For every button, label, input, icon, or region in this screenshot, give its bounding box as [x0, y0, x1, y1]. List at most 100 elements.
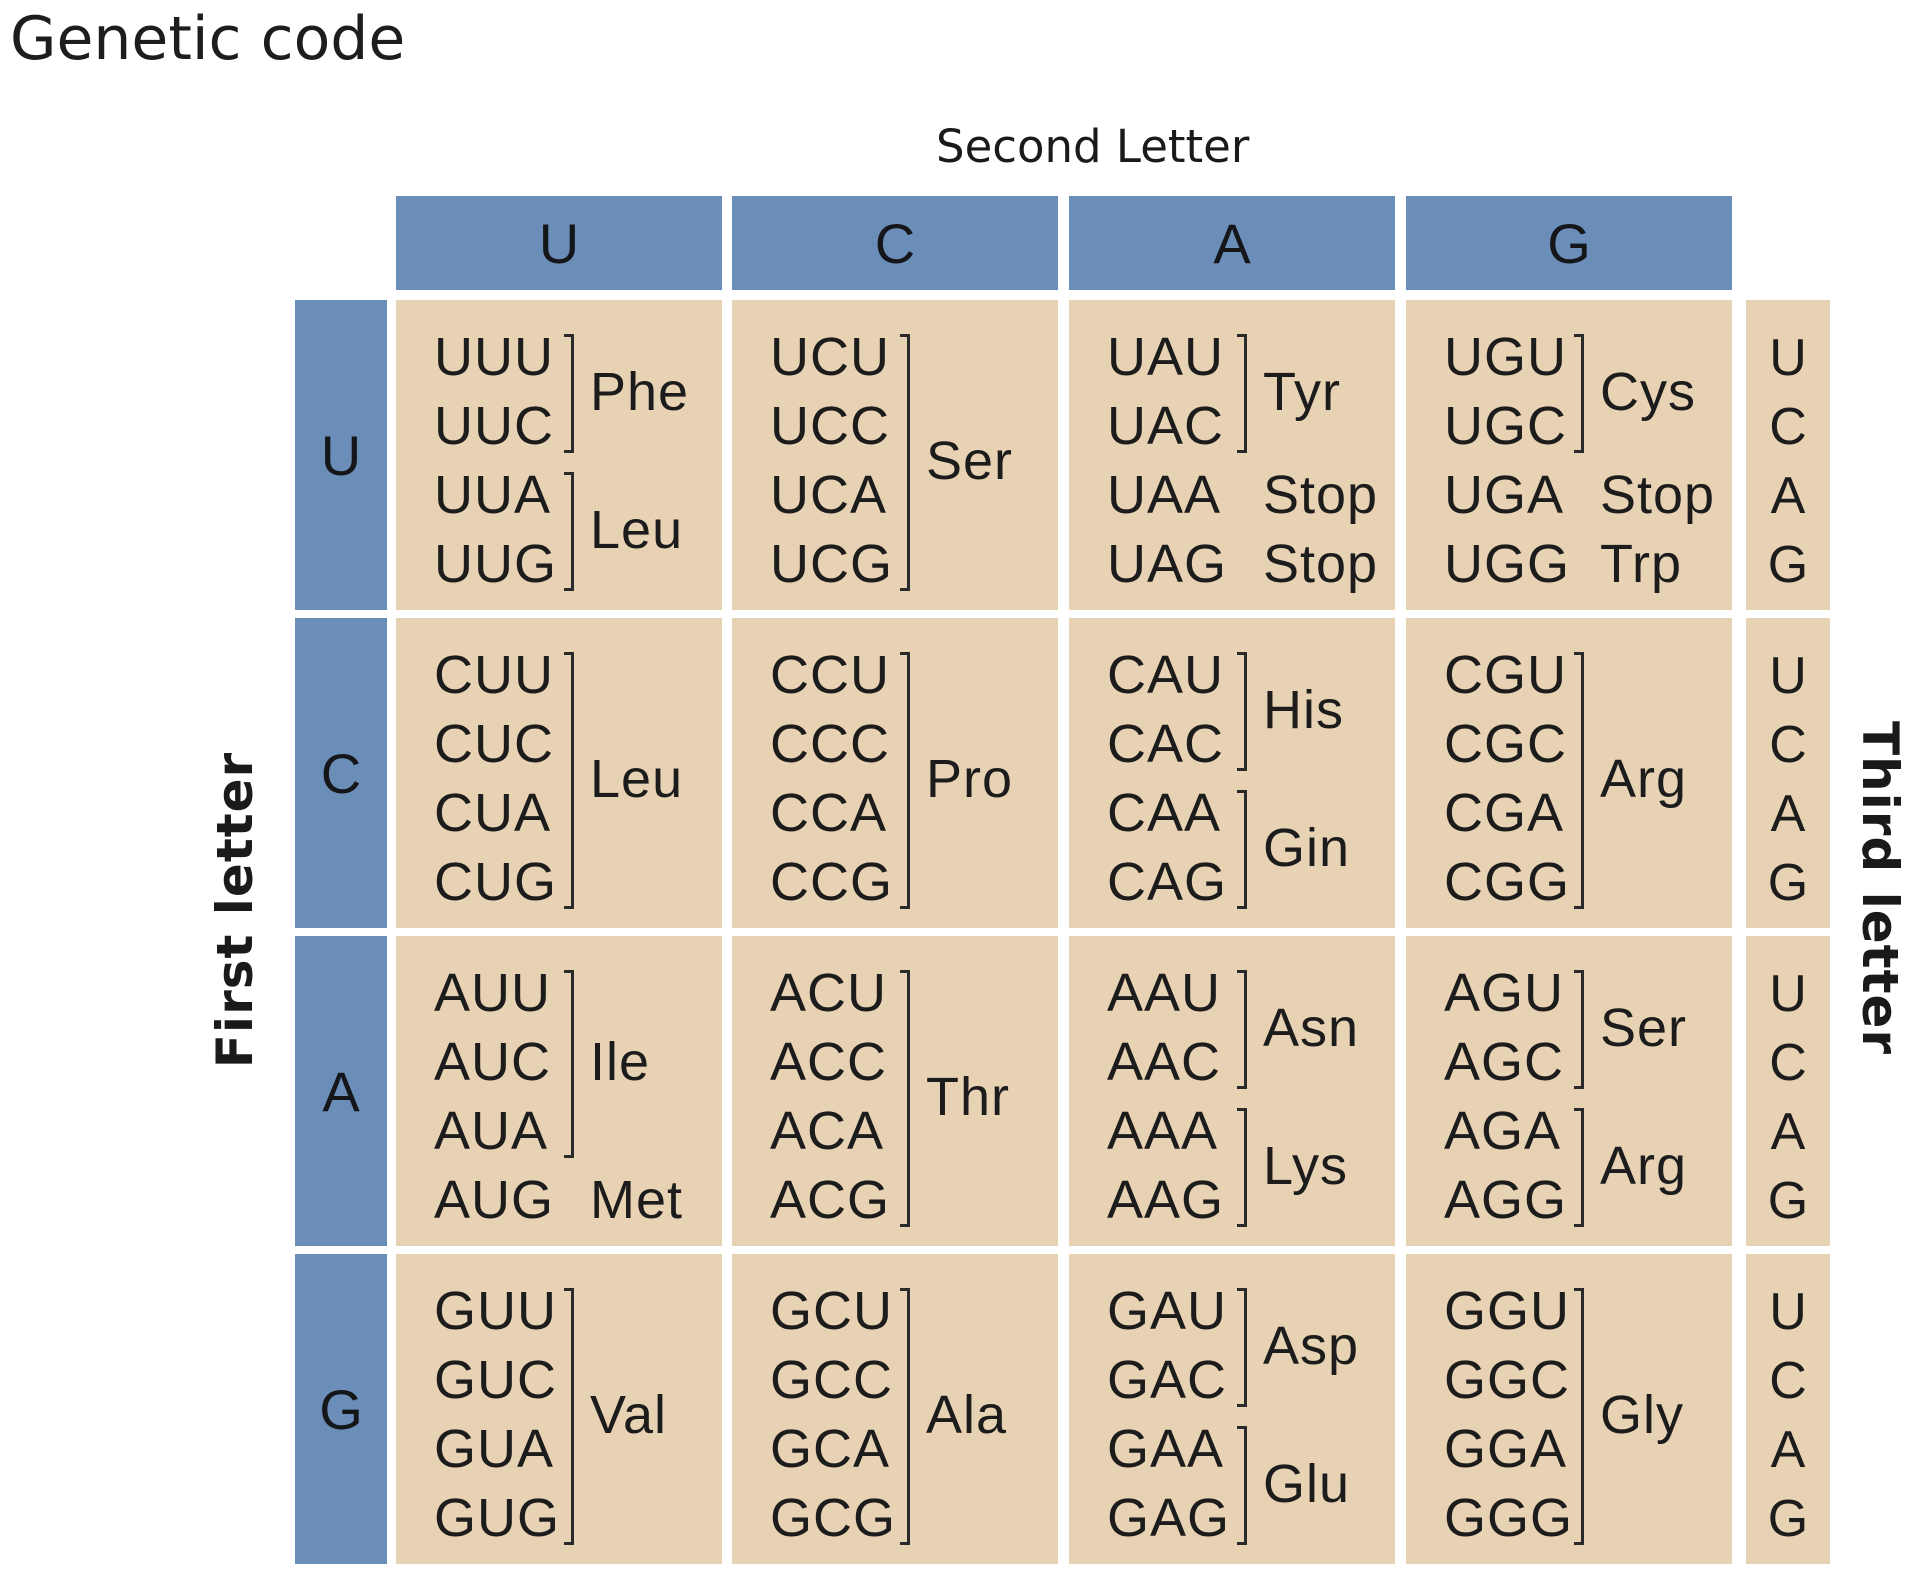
- codon-guu: GUU: [434, 1281, 557, 1341]
- codon-cell: CAU CAC CAA CAG His Gin: [1069, 618, 1395, 928]
- codon-gag: GAG: [1107, 1488, 1231, 1548]
- amino-acid-leu: Leu: [590, 748, 684, 809]
- bracket: [564, 652, 574, 909]
- amino-acid-ala: Ala: [926, 1384, 1008, 1445]
- codon-cua: CUA: [434, 783, 552, 843]
- codon-agu: AGU: [1444, 963, 1565, 1023]
- codon-uau: UAU: [1107, 327, 1225, 387]
- second-letter-label: Second Letter: [936, 120, 1250, 173]
- bracket: [900, 652, 910, 909]
- amino-acid-ile: Ile: [590, 1032, 651, 1092]
- codon-guc: GUC: [434, 1350, 557, 1410]
- second-letter-header-u: U: [396, 196, 722, 290]
- codon-uga: UGA: [1444, 465, 1565, 525]
- third-letter-u: U: [1769, 329, 1807, 387]
- amino-acid-trp: Trp: [1600, 534, 1682, 594]
- bracket: [1574, 1108, 1584, 1227]
- codon-ucg: UCG: [770, 534, 893, 594]
- codon-acg: ACG: [770, 1170, 891, 1230]
- amino-acid-phe: Phe: [590, 361, 690, 422]
- codon-cca: CCA: [770, 783, 888, 843]
- amino-acid-ser: Ser: [1600, 997, 1688, 1058]
- codon-cell: UAU UAC UAA UAG Tyr Stop Stop: [1069, 300, 1395, 610]
- codon-gaa: GAA: [1107, 1419, 1225, 1479]
- bracket: [1237, 970, 1247, 1089]
- first-letter-header-u: U: [295, 300, 387, 610]
- codon-ccg: CCG: [770, 852, 893, 912]
- third-letter-label: Third letter: [1851, 720, 1909, 1056]
- amino-acid-asn: Asn: [1263, 997, 1360, 1058]
- codon-cell: CGU CGC CGA CGG Arg: [1406, 618, 1732, 928]
- bracket: [564, 472, 574, 591]
- codon-acu: ACU: [770, 963, 888, 1023]
- codon-uaa: UAA: [1107, 465, 1222, 525]
- first-letter-header-c: C: [295, 618, 387, 928]
- bracket: [1574, 334, 1584, 453]
- codon-cell: UUU UUC UUA UUG Phe Leu: [396, 300, 722, 610]
- codon-gug: GUG: [434, 1488, 561, 1548]
- amino-acid-stop: Stop: [1263, 465, 1379, 525]
- third-letter-u: U: [1769, 647, 1807, 705]
- codon-cell: GAU GAC GAA GAG Asp Glu: [1069, 1254, 1395, 1564]
- codon-cell: GUU GUC GUA GUG Val: [396, 1254, 722, 1564]
- codon-gga: GGA: [1444, 1419, 1568, 1479]
- codon-cell: AAU AAC AAA AAG Asn Lys: [1069, 936, 1395, 1246]
- codon-cell: GGU GGC GGA GGG Gly: [1406, 1254, 1732, 1564]
- bracket: [1237, 1108, 1247, 1227]
- codon-cell: CUU CUC CUA CUG Leu: [396, 618, 722, 928]
- page-title: Genetic code: [10, 4, 406, 74]
- codon-uuu: UUU: [434, 327, 554, 387]
- codon-uac: UAC: [1107, 396, 1225, 456]
- codon-cgu: CGU: [1444, 645, 1567, 705]
- amino-acid-arg: Arg: [1600, 748, 1688, 809]
- codon-uuc: UUC: [434, 396, 554, 456]
- codon-aga: AGA: [1444, 1101, 1562, 1161]
- bracket: [900, 1288, 910, 1545]
- codon-aag: AAG: [1107, 1170, 1225, 1230]
- codon-ucu: UCU: [770, 327, 890, 387]
- third-letter-c: C: [1769, 716, 1807, 774]
- bracket: [900, 334, 910, 591]
- codon-uug: UUG: [434, 534, 557, 594]
- codon-gcc: GCC: [770, 1350, 893, 1410]
- codon-gua: GUA: [434, 1419, 555, 1479]
- third-letter-g: G: [1767, 854, 1809, 912]
- codon-ucc: UCC: [770, 396, 890, 456]
- bracket: [564, 334, 574, 453]
- codon-cga: CGA: [1444, 783, 1565, 843]
- amino-acid-asp: Asp: [1263, 1315, 1360, 1376]
- bracket: [564, 970, 574, 1158]
- codon-cell: AUU AUC AUA AUG Ile Met: [396, 936, 722, 1246]
- codon-uag: UAG: [1107, 534, 1228, 594]
- bracket: [1237, 1426, 1247, 1545]
- bracket: [1237, 652, 1247, 771]
- codon-caa: CAA: [1107, 783, 1222, 843]
- codon-cug: CUG: [434, 852, 557, 912]
- amino-acid-ser: Ser: [926, 430, 1014, 491]
- codon-acc: ACC: [770, 1032, 888, 1092]
- second-letter-header-a: A: [1069, 196, 1395, 290]
- codon-auu: AUU: [434, 963, 552, 1023]
- amino-acid-stop: Stop: [1600, 465, 1716, 525]
- third-letter-g: G: [1767, 1172, 1809, 1230]
- codon-cac: CAC: [1107, 714, 1225, 774]
- codon-aca: ACA: [770, 1101, 885, 1161]
- codon-ggc: GGC: [1444, 1350, 1571, 1410]
- codon-ugc: UGC: [1444, 396, 1567, 456]
- codon-cell: UGU UGC UGA UGG Cys Stop Trp: [1406, 300, 1732, 610]
- amino-acid-his: His: [1263, 679, 1344, 740]
- amino-acid-cys: Cys: [1600, 361, 1696, 422]
- amino-acid-gin: Gin: [1263, 817, 1351, 878]
- third-letter-a: A: [1770, 1421, 1806, 1479]
- third-letter-c: C: [1769, 1352, 1807, 1410]
- codon-aua: AUA: [434, 1101, 549, 1161]
- amino-acid-arg: Arg: [1600, 1135, 1688, 1196]
- amino-acid-tyr: Tyr: [1263, 361, 1341, 422]
- codon-cuu: CUU: [434, 645, 554, 705]
- codon-aug: AUG: [434, 1170, 555, 1230]
- third-letter-a: A: [1770, 1103, 1806, 1161]
